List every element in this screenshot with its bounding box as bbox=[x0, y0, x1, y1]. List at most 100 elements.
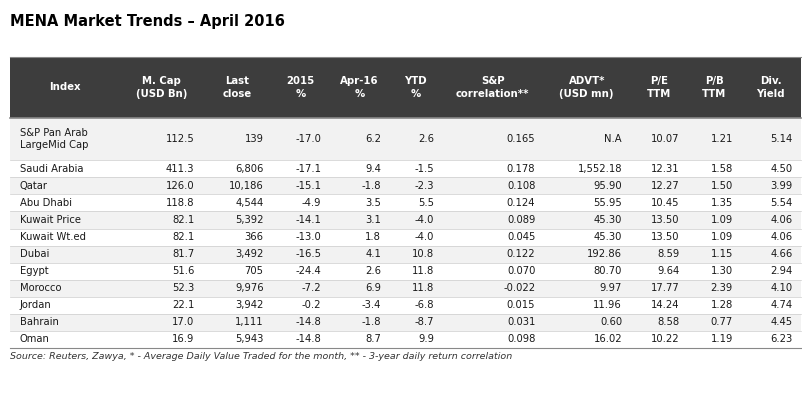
Text: 3.99: 3.99 bbox=[769, 181, 792, 191]
Text: 4,544: 4,544 bbox=[235, 198, 263, 208]
Text: 52.3: 52.3 bbox=[172, 283, 194, 293]
Text: 366: 366 bbox=[245, 232, 263, 242]
Text: 80.70: 80.70 bbox=[593, 266, 622, 276]
Bar bbox=[10, 228, 800, 246]
Text: 0.165: 0.165 bbox=[506, 134, 535, 144]
Text: 1.09: 1.09 bbox=[710, 232, 732, 242]
Text: 1.35: 1.35 bbox=[710, 198, 732, 208]
Text: 0.122: 0.122 bbox=[506, 249, 535, 259]
Text: 4.45: 4.45 bbox=[769, 317, 792, 327]
Text: 45.30: 45.30 bbox=[593, 215, 622, 225]
Text: Dubai: Dubai bbox=[19, 249, 49, 259]
Text: 3,492: 3,492 bbox=[235, 249, 263, 259]
Bar bbox=[10, 211, 800, 228]
Text: 9.9: 9.9 bbox=[418, 334, 434, 344]
Text: -8.7: -8.7 bbox=[414, 317, 434, 327]
Text: Apr-16
%: Apr-16 % bbox=[340, 76, 378, 99]
Text: -6.8: -6.8 bbox=[414, 300, 434, 310]
Bar bbox=[10, 263, 800, 280]
Text: 4.66: 4.66 bbox=[769, 249, 792, 259]
Text: 3.5: 3.5 bbox=[365, 198, 381, 208]
Text: -17.1: -17.1 bbox=[295, 164, 321, 174]
Text: 9.64: 9.64 bbox=[657, 266, 679, 276]
Text: Index: Index bbox=[49, 83, 81, 92]
Text: 0.045: 0.045 bbox=[506, 232, 535, 242]
Text: 22.1: 22.1 bbox=[172, 300, 194, 310]
Text: S&P
correlation**: S&P correlation** bbox=[456, 76, 529, 99]
Text: Jordan: Jordan bbox=[19, 300, 51, 310]
Text: 6.23: 6.23 bbox=[769, 334, 792, 344]
Text: 6,806: 6,806 bbox=[235, 164, 263, 174]
Text: 6.2: 6.2 bbox=[365, 134, 381, 144]
Text: Source: Reuters, Zawya, * - Average Daily Value Traded for the month, ** - 3-yea: Source: Reuters, Zawya, * - Average Dail… bbox=[10, 352, 511, 361]
Text: 9,976: 9,976 bbox=[235, 283, 263, 293]
Text: 0.098: 0.098 bbox=[506, 334, 535, 344]
Text: 0.60: 0.60 bbox=[599, 317, 622, 327]
Text: -24.4: -24.4 bbox=[295, 266, 321, 276]
Text: 2.6: 2.6 bbox=[365, 266, 381, 276]
Bar bbox=[10, 331, 800, 348]
Bar bbox=[10, 118, 800, 160]
Text: P/B
TTM: P/B TTM bbox=[702, 76, 726, 99]
Bar bbox=[10, 246, 800, 263]
Text: 10.07: 10.07 bbox=[650, 134, 679, 144]
Text: 13.50: 13.50 bbox=[650, 215, 679, 225]
Text: 5,392: 5,392 bbox=[235, 215, 263, 225]
Text: 10,186: 10,186 bbox=[229, 181, 263, 191]
Text: 16.9: 16.9 bbox=[172, 334, 194, 344]
Text: 0.089: 0.089 bbox=[506, 215, 535, 225]
Text: Kuwait Price: Kuwait Price bbox=[19, 215, 80, 225]
Text: 4.74: 4.74 bbox=[769, 300, 792, 310]
Text: 3.1: 3.1 bbox=[365, 215, 381, 225]
Text: 1.28: 1.28 bbox=[710, 300, 732, 310]
Text: N.A: N.A bbox=[604, 134, 622, 144]
Text: -4.0: -4.0 bbox=[415, 215, 434, 225]
Text: 55.95: 55.95 bbox=[593, 198, 622, 208]
Text: -4.0: -4.0 bbox=[415, 232, 434, 242]
Text: -17.0: -17.0 bbox=[295, 134, 321, 144]
Text: 82.1: 82.1 bbox=[172, 232, 194, 242]
Text: -13.0: -13.0 bbox=[295, 232, 321, 242]
Text: -1.8: -1.8 bbox=[361, 317, 381, 327]
Text: Bahrain: Bahrain bbox=[19, 317, 59, 327]
Text: 1.09: 1.09 bbox=[710, 215, 732, 225]
Bar bbox=[10, 177, 800, 195]
Text: 11.8: 11.8 bbox=[411, 266, 434, 276]
Text: 51.6: 51.6 bbox=[172, 266, 194, 276]
Text: 12.31: 12.31 bbox=[650, 164, 679, 174]
Text: Saudi Arabia: Saudi Arabia bbox=[19, 164, 83, 174]
Text: 1,552.18: 1,552.18 bbox=[577, 164, 622, 174]
Text: S&P Pan Arab
LargeMid Cap: S&P Pan Arab LargeMid Cap bbox=[19, 129, 88, 150]
Text: -1.5: -1.5 bbox=[414, 164, 434, 174]
Text: 17.77: 17.77 bbox=[650, 283, 679, 293]
Text: M. Cap
(USD Bn): M. Cap (USD Bn) bbox=[136, 76, 187, 99]
Text: 6.9: 6.9 bbox=[365, 283, 381, 293]
Text: 0.031: 0.031 bbox=[506, 317, 535, 327]
Text: Morocco: Morocco bbox=[19, 283, 61, 293]
Text: 9.4: 9.4 bbox=[365, 164, 381, 174]
Text: 2015
%: 2015 % bbox=[286, 76, 314, 99]
Text: 82.1: 82.1 bbox=[172, 215, 194, 225]
Text: -4.9: -4.9 bbox=[302, 198, 321, 208]
Text: -14.8: -14.8 bbox=[295, 334, 321, 344]
Text: 11.96: 11.96 bbox=[593, 300, 622, 310]
Text: 1.30: 1.30 bbox=[710, 266, 732, 276]
Text: Kuwait Wt.ed: Kuwait Wt.ed bbox=[19, 232, 86, 242]
Text: 0.015: 0.015 bbox=[506, 300, 535, 310]
Text: 4.06: 4.06 bbox=[769, 232, 792, 242]
Text: 13.50: 13.50 bbox=[650, 232, 679, 242]
Text: 411.3: 411.3 bbox=[165, 164, 194, 174]
Text: 2.39: 2.39 bbox=[710, 283, 732, 293]
Text: -2.3: -2.3 bbox=[414, 181, 434, 191]
Text: 0.178: 0.178 bbox=[506, 164, 535, 174]
Text: Div.
Yield: Div. Yield bbox=[755, 76, 784, 99]
Text: 4.10: 4.10 bbox=[769, 283, 792, 293]
Text: ADVT*
(USD mn): ADVT* (USD mn) bbox=[559, 76, 614, 99]
Bar bbox=[10, 195, 800, 211]
Text: 45.30: 45.30 bbox=[593, 232, 622, 242]
Text: 5.54: 5.54 bbox=[769, 198, 792, 208]
Text: 1.58: 1.58 bbox=[710, 164, 732, 174]
Text: Qatar: Qatar bbox=[19, 181, 47, 191]
Text: 4.50: 4.50 bbox=[769, 164, 792, 174]
Bar bbox=[10, 314, 800, 331]
